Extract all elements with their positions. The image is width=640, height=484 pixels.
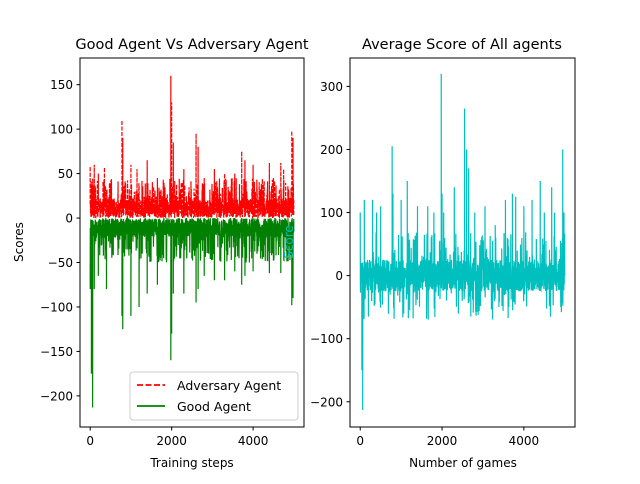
x-tick-label: 4000: [238, 434, 269, 448]
y-tick-label: −150: [40, 345, 73, 359]
y-tick-label: −50: [48, 256, 73, 270]
chart-right-plot-lines: [359, 73, 566, 410]
y-tick-label: −100: [40, 300, 73, 314]
chart-left-legend: Adversary Agent Good Agent: [129, 371, 299, 421]
chart-right-x-axis-label: Number of games: [409, 456, 517, 470]
series-line-good-agent: [89, 216, 295, 408]
chart-right-x-ticks: 0 2000 4000: [356, 427, 539, 448]
chart-right: Average Score of All agents −200 −100 0 100…: [282, 37, 576, 470]
chart-left-x-ticks: 0 2000 4000: [86, 427, 268, 448]
legend-label-adversary-agent: Adversary Agent: [177, 378, 281, 393]
legend-box: [129, 371, 299, 421]
y-tick-label: 0: [65, 212, 73, 226]
y-tick-label: 50: [58, 167, 73, 181]
chart-right-axes-frame: [349, 57, 576, 428]
x-tick-label: 2000: [156, 434, 187, 448]
y-tick-label: −200: [310, 395, 343, 409]
y-tick-label: 150: [50, 78, 73, 92]
y-tick-label: 0: [335, 269, 343, 283]
chart-left-title: Good Agent Vs Adversary Agent: [75, 37, 309, 53]
chart-left-y-ticks: −200 −150 −100 −50 0 50 100 150: [40, 78, 80, 403]
series-line-average-score: [359, 73, 566, 410]
x-tick-label: 0: [356, 434, 364, 448]
x-tick-label: 4000: [509, 434, 540, 448]
chart-left-axes-frame: [79, 57, 305, 428]
y-tick-label: 300: [320, 80, 343, 94]
series-line-adversary-agent: [89, 75, 295, 220]
legend-label-good-agent: Good Agent: [177, 399, 251, 414]
chart-left: Good Agent Vs Adversary Agent −200 −150 −1…: [12, 37, 309, 470]
y-tick-label: 200: [320, 143, 343, 157]
chart-right-y-axis-label: Score: [282, 225, 296, 259]
chart-left-plot-lines: [89, 75, 295, 408]
y-tick-label: −200: [40, 389, 73, 403]
chart-right-y-ticks: −200 −100 0 100 200 300: [310, 80, 350, 409]
chart-left-y-axis-label: Scores: [12, 222, 26, 262]
chart-left-x-axis-label: Training steps: [149, 456, 233, 470]
x-tick-label: 0: [86, 434, 94, 448]
y-tick-label: 100: [320, 206, 343, 220]
chart-right-title: Average Score of All agents: [362, 37, 562, 53]
x-tick-label: 2000: [427, 434, 458, 448]
y-tick-label: −100: [310, 332, 343, 346]
y-tick-label: 100: [50, 123, 73, 137]
